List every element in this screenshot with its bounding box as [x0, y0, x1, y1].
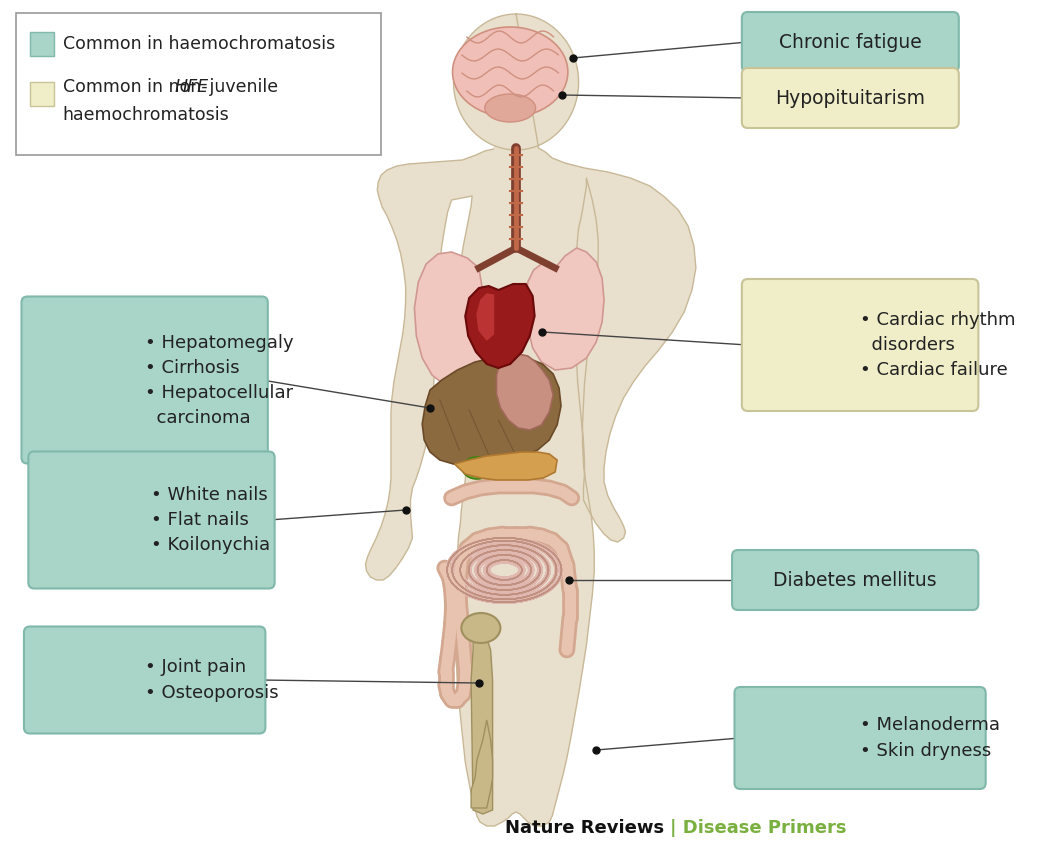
Ellipse shape — [485, 94, 536, 122]
FancyBboxPatch shape — [742, 12, 959, 72]
Polygon shape — [365, 14, 696, 826]
FancyBboxPatch shape — [742, 279, 979, 411]
Polygon shape — [497, 354, 553, 430]
Text: Chronic fatigue: Chronic fatigue — [779, 33, 922, 51]
Text: • Hepatomegaly
• Cirrhosis
• Hepatocellular
  carcinoma: • Hepatomegaly • Cirrhosis • Hepatocellu… — [145, 333, 293, 426]
Text: • White nails
• Flat nails
• Koilonychia: • White nails • Flat nails • Koilonychia — [151, 486, 271, 554]
FancyBboxPatch shape — [735, 687, 986, 789]
Text: | Disease Primers: | Disease Primers — [670, 819, 846, 837]
FancyBboxPatch shape — [28, 452, 275, 588]
FancyBboxPatch shape — [24, 626, 266, 733]
Text: • Melanoderma
• Skin dryness: • Melanoderma • Skin dryness — [860, 717, 1000, 760]
FancyBboxPatch shape — [742, 68, 959, 128]
Ellipse shape — [461, 613, 501, 643]
Text: haemochromatosis: haemochromatosis — [63, 106, 229, 124]
FancyBboxPatch shape — [30, 82, 54, 106]
FancyBboxPatch shape — [16, 13, 381, 155]
Polygon shape — [471, 638, 492, 814]
Text: • Joint pain
• Osteoporosis: • Joint pain • Osteoporosis — [145, 658, 278, 701]
Text: Common in non-: Common in non- — [63, 78, 211, 96]
Polygon shape — [477, 294, 493, 340]
Text: Nature Reviews: Nature Reviews — [505, 819, 665, 837]
Polygon shape — [415, 252, 487, 388]
Text: Diabetes mellitus: Diabetes mellitus — [774, 571, 937, 589]
FancyBboxPatch shape — [21, 296, 268, 463]
Polygon shape — [471, 720, 492, 808]
FancyBboxPatch shape — [732, 550, 979, 610]
Text: • Cardiac rhythm
  disorders
• Cardiac failure: • Cardiac rhythm disorders • Cardiac fai… — [860, 311, 1015, 379]
Polygon shape — [526, 248, 604, 370]
Text: Hypopituitarism: Hypopituitarism — [775, 89, 925, 107]
Text: Common in haemochromatosis: Common in haemochromatosis — [63, 35, 335, 53]
Ellipse shape — [453, 27, 568, 117]
Text: juvenile: juvenile — [205, 78, 278, 96]
FancyBboxPatch shape — [30, 32, 54, 56]
Ellipse shape — [462, 457, 491, 479]
Polygon shape — [477, 628, 487, 808]
Polygon shape — [422, 356, 561, 464]
Polygon shape — [465, 284, 534, 368]
Polygon shape — [455, 452, 558, 480]
Text: HFE: HFE — [175, 78, 209, 96]
